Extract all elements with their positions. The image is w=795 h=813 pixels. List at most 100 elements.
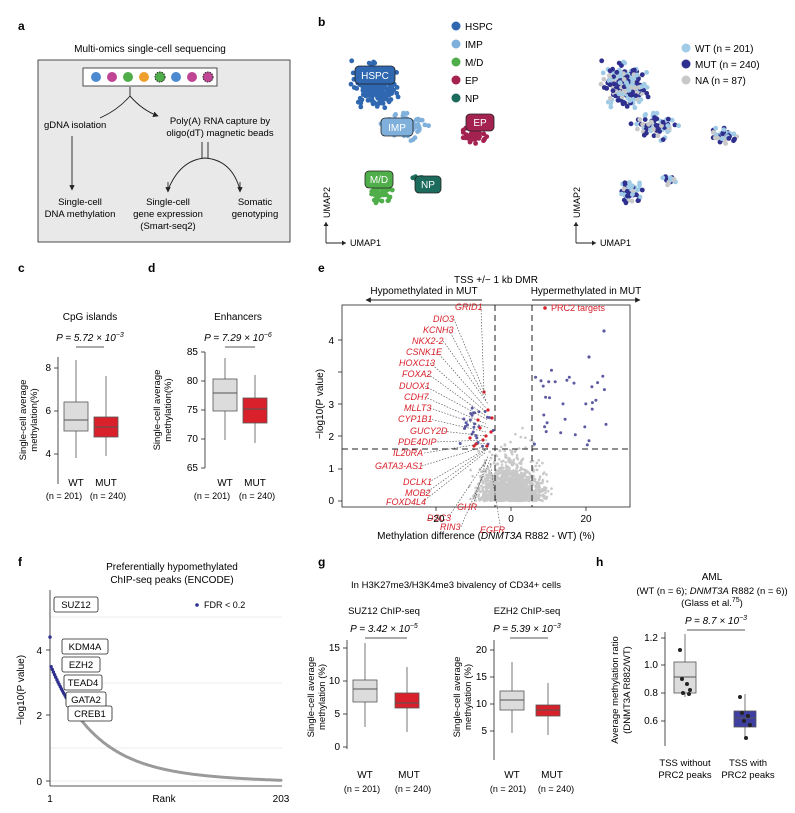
dmr-point bbox=[524, 497, 527, 501]
dmr-point bbox=[503, 490, 507, 493]
sample-dot bbox=[680, 677, 684, 681]
umap-point bbox=[660, 175, 666, 181]
dmr-point bbox=[500, 468, 503, 471]
umap-point bbox=[387, 194, 393, 200]
dmr-point bbox=[534, 489, 538, 492]
dmr-point bbox=[513, 494, 517, 498]
umap-point bbox=[365, 97, 371, 103]
dmr-point bbox=[590, 407, 594, 411]
dmr-point bbox=[498, 472, 501, 475]
panel-h-subtitle-1: (WT (n = 6); DNMT3A R882 (n = 6)) bbox=[636, 586, 787, 597]
umap-point bbox=[628, 121, 634, 127]
dmr-point bbox=[472, 444, 476, 448]
panel-h-title: AML bbox=[702, 572, 723, 583]
dmr-point bbox=[513, 472, 517, 475]
umap-point bbox=[389, 84, 395, 89]
dmr-point bbox=[513, 474, 516, 478]
dmr-point bbox=[485, 497, 489, 501]
legend-label: WT (n = 201) bbox=[695, 44, 753, 55]
dmr-point bbox=[583, 425, 587, 429]
dmr-point bbox=[477, 449, 480, 453]
ytick-label: 0 bbox=[334, 742, 340, 753]
umap-point bbox=[627, 180, 632, 185]
umap-point bbox=[380, 192, 385, 198]
ytick-label: 70 bbox=[187, 434, 199, 445]
dmr-point bbox=[573, 433, 577, 437]
gene-leader bbox=[480, 306, 485, 393]
gene-label: IL20RA bbox=[393, 448, 423, 458]
expr-split bbox=[167, 142, 241, 191]
umap-point bbox=[669, 117, 675, 123]
sample-dot bbox=[738, 695, 742, 699]
box-h-without-prc2 bbox=[673, 634, 697, 697]
dmr-point bbox=[512, 479, 515, 483]
umap-point bbox=[606, 73, 612, 78]
dmr-point bbox=[498, 482, 502, 486]
dmr-point bbox=[477, 497, 481, 501]
dmr-point bbox=[496, 474, 499, 478]
dmr-point bbox=[493, 472, 497, 476]
dmr-point bbox=[523, 471, 526, 474]
dmr-point bbox=[541, 489, 545, 493]
dmr-point bbox=[490, 482, 493, 486]
ytick-label: 6 bbox=[45, 406, 51, 417]
gene-leader bbox=[429, 407, 489, 429]
umap-point bbox=[627, 92, 633, 98]
umap-point bbox=[655, 133, 661, 139]
umap-point bbox=[376, 88, 382, 93]
umap-point bbox=[721, 127, 727, 133]
dmr-point bbox=[481, 488, 485, 491]
ytick-label: 1 bbox=[328, 464, 334, 475]
umap-left-axes bbox=[325, 222, 346, 244]
dmr-point bbox=[541, 494, 544, 497]
dmr-point bbox=[498, 477, 502, 481]
dmr-point bbox=[512, 481, 515, 485]
umap-point bbox=[621, 59, 626, 65]
dmr-point bbox=[483, 490, 486, 494]
legend-dot bbox=[451, 39, 461, 49]
gene-label: CYP1B1 bbox=[398, 414, 433, 424]
dmr-point bbox=[546, 480, 549, 483]
umap-point bbox=[637, 180, 642, 186]
rank-point bbox=[279, 778, 283, 782]
dmr-point bbox=[534, 375, 538, 379]
umap-point bbox=[634, 96, 640, 102]
umap-point bbox=[632, 105, 638, 111]
dmr-point bbox=[488, 450, 492, 454]
svg-text:NP: NP bbox=[421, 180, 435, 191]
ytick-label: 85 bbox=[187, 347, 199, 358]
dmr-point bbox=[491, 453, 494, 457]
umap-point bbox=[379, 198, 385, 204]
dmr-point bbox=[463, 427, 466, 430]
umap-point bbox=[672, 122, 678, 128]
dmr-point bbox=[498, 449, 502, 452]
dmr-point bbox=[509, 494, 512, 498]
umap-point bbox=[633, 93, 639, 98]
dmr-point bbox=[510, 463, 513, 467]
dmr-point bbox=[502, 459, 505, 463]
meth-text-1: Single-cell bbox=[58, 197, 102, 208]
umap-point bbox=[659, 123, 664, 129]
umap-point bbox=[726, 136, 732, 141]
rank-point bbox=[51, 670, 56, 674]
umap-point bbox=[470, 131, 475, 137]
umap-point bbox=[639, 187, 645, 193]
umap-point bbox=[415, 123, 421, 128]
legend-dot bbox=[681, 75, 691, 85]
umap-point bbox=[624, 74, 630, 79]
dmr-point bbox=[482, 482, 485, 485]
panel-d-title: Enhancers bbox=[214, 312, 262, 323]
sample-dot bbox=[740, 711, 744, 715]
umap-point bbox=[608, 104, 614, 110]
dmr-point bbox=[499, 445, 503, 449]
umap-point bbox=[607, 77, 613, 83]
panel-g-title: In H3K27me3/H3K4me3 bivalency of CD34+ c… bbox=[351, 580, 561, 591]
umap-point bbox=[634, 121, 639, 127]
dmr-point bbox=[511, 492, 515, 495]
umap-point bbox=[348, 81, 354, 87]
dmr-point bbox=[553, 380, 557, 384]
umap-left-legend: HSPC IMP M/D EP NP bbox=[451, 21, 493, 105]
umap-point bbox=[660, 137, 666, 143]
gene-label: CSNK1E bbox=[406, 347, 443, 357]
umap-point bbox=[712, 135, 718, 141]
